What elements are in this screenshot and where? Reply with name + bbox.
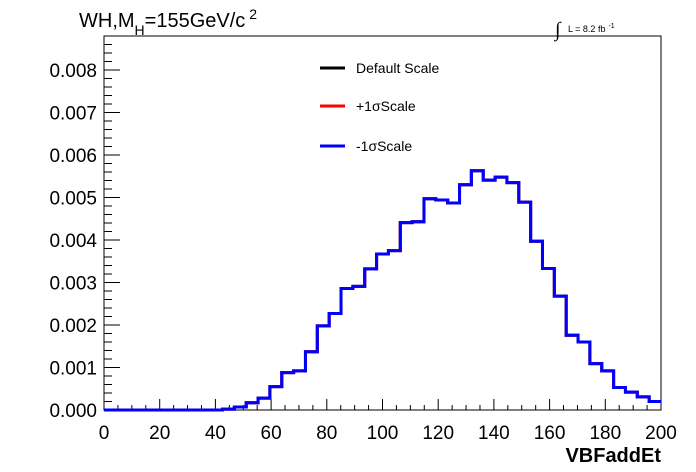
legend-label-2: -1σScale bbox=[356, 138, 412, 154]
x-tick-label: 140 bbox=[478, 423, 510, 444]
luminosity-label: ∫ L = 8.2 fb -1 bbox=[553, 19, 615, 42]
svg-text:WH,MH=155GeV/c2: WH,MH=155GeV/c 2 bbox=[79, 6, 257, 38]
x-tick-label: 40 bbox=[205, 423, 226, 444]
y-axis-tick-labels: 0.000 0.001 0.002 0.003 0.004 0.005 0.006 0.007… bbox=[49, 61, 97, 422]
y-tick-label: 0.002 bbox=[49, 316, 97, 337]
y-tick-label: 0.005 bbox=[49, 189, 97, 210]
x-tick-label: 200 bbox=[645, 423, 677, 444]
x-tick-label: 160 bbox=[534, 423, 566, 444]
x-tick-label: 60 bbox=[261, 423, 282, 444]
x-axis-tick-labels: 0 20 40 60 80 100 120 140 160 180 200 bbox=[99, 423, 677, 444]
luminosity-unit-superscript: -1 bbox=[608, 23, 614, 30]
title-rest: =155GeV/c bbox=[145, 10, 246, 32]
series-line-2 bbox=[104, 169, 661, 412]
legend-label-0: Default Scale bbox=[356, 60, 439, 76]
x-tick-label: 120 bbox=[422, 423, 454, 444]
integral-symbol: ∫ bbox=[553, 19, 562, 42]
chart-title: WH,MH=155GeV/c 2 bbox=[79, 6, 257, 38]
y-tick-label: 0.006 bbox=[49, 146, 97, 167]
y-tick-label: 0.001 bbox=[49, 359, 97, 380]
title-subscript: H bbox=[135, 22, 145, 38]
title-main: WH,M bbox=[79, 10, 135, 32]
y-tick-label: 0.003 bbox=[49, 274, 97, 295]
x-tick-label: 0 bbox=[99, 423, 110, 444]
y-tick-label: 0.004 bbox=[49, 231, 97, 252]
y-tick-label: 0.007 bbox=[49, 104, 97, 125]
y-tick-label: 0.008 bbox=[49, 61, 97, 82]
svg-text:L = 8.2 fb-1: L = 8.2 fb -1 bbox=[568, 23, 615, 34]
x-axis-title: VBFaddEt bbox=[565, 445, 661, 467]
title-superscript: 2 bbox=[249, 6, 257, 22]
x-tick-label: 20 bbox=[149, 423, 170, 444]
series-group bbox=[104, 169, 661, 412]
x-tick-label: 100 bbox=[367, 423, 399, 444]
x-tick-label: 80 bbox=[316, 423, 337, 444]
x-tick-label: 180 bbox=[589, 423, 621, 444]
legend: Default Scale +1σScale -1σScale bbox=[320, 60, 439, 154]
luminosity-value: L = 8.2 fb bbox=[568, 24, 605, 34]
legend-label-1: +1σScale bbox=[356, 98, 416, 114]
y-tick-label: 0.000 bbox=[49, 401, 97, 422]
